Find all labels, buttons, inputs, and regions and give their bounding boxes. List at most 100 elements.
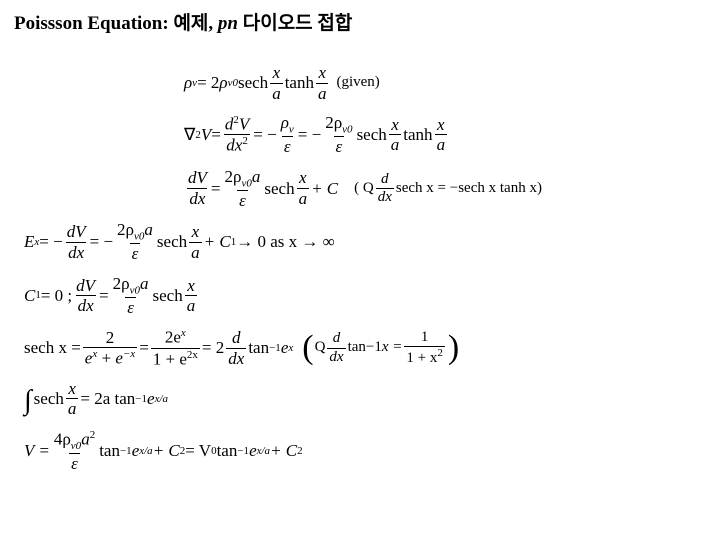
x-eq: x = — [382, 339, 403, 356]
den: ε — [69, 453, 80, 474]
num: d2V — [223, 114, 251, 134]
eq-line-3: dVdx = 2ρv0a ε sech xa + C ( Q ddx sech … — [14, 167, 706, 211]
two-rho: 2ρ — [224, 167, 241, 186]
eq-line-8: V = 4ρv0a2 ε tan−1 ex/a + C2 = V0 tan−1 … — [14, 429, 706, 473]
num: x — [185, 276, 197, 296]
frac-x-a-2: xa — [316, 63, 329, 103]
frac-x-a: xa — [389, 115, 402, 155]
den: dx — [66, 242, 86, 263]
eq-line-2: ∇2V = d2V dx2 = − ρv ε = − 2ρv0 ε sech x… — [14, 113, 706, 157]
rho: ρ — [184, 73, 192, 93]
plus-C: + C — [311, 179, 338, 199]
eq-text: = − — [90, 232, 113, 252]
plus-C2b: + C — [270, 441, 297, 461]
two-rho-sub: v0 — [342, 123, 352, 135]
2x: 2x — [187, 349, 198, 361]
den: a — [435, 134, 448, 155]
frac-1-1px2: 1 1 + x2 — [404, 329, 444, 368]
eq-text: = — [99, 286, 109, 306]
nabla: ∇ — [184, 125, 195, 145]
frac-x-a: xa — [270, 63, 283, 103]
eq-line-6: sech x = 2 ex + e−x = 2ex 1 + e2x = 2 dd… — [14, 327, 706, 368]
frac-2rho-eps: 2ρv0 ε — [323, 113, 354, 157]
e2: e — [115, 349, 123, 368]
num: d — [331, 330, 343, 347]
num: x — [190, 222, 202, 242]
num: x — [297, 168, 309, 188]
atan2: tan — [217, 441, 238, 461]
aside-sech: sech x = −sech x tanh x — [396, 180, 537, 197]
tanh: tanh — [285, 73, 314, 93]
num: 1 — [419, 329, 431, 346]
4rho: 4ρ — [54, 430, 71, 449]
num: 2ρv0 — [323, 113, 354, 136]
num: 2ex — [163, 327, 188, 347]
num: d — [379, 171, 391, 188]
rho: ρ — [281, 113, 289, 132]
eq-text: = 2a tan — [80, 389, 135, 409]
rho-sub: v — [289, 123, 294, 135]
tanh: tanh — [403, 125, 432, 145]
title-italic: pn — [218, 13, 238, 34]
V-eq: V = — [24, 441, 50, 461]
x: x — [181, 327, 186, 339]
atan-sup: −1 — [366, 339, 382, 356]
den: ex + e−x — [83, 347, 137, 368]
aside-open: ( Q — [354, 180, 374, 197]
frac-2rho-a-eps: 2ρv0a ε — [222, 167, 262, 211]
num: x — [66, 379, 78, 399]
den: a — [297, 188, 310, 209]
V: V — [201, 125, 211, 145]
frac-2rho-a-eps: 2ρv0a ε — [111, 274, 151, 318]
two-rho: 2ρ — [117, 220, 134, 239]
frac-x-a: xa — [66, 379, 79, 419]
den: a — [189, 242, 202, 263]
eq-text: = — [211, 125, 221, 145]
num: dV — [74, 276, 97, 296]
zero-text: = 0 ; — [41, 286, 72, 306]
den: a — [66, 398, 79, 419]
eq-text: = − — [253, 125, 276, 145]
den: 1 + x2 — [404, 346, 444, 367]
num: 2 — [104, 328, 117, 348]
ex2-sup: x/a — [257, 445, 270, 458]
den: a — [270, 83, 283, 104]
frac-dV-dx: dVdx — [186, 168, 209, 208]
frac-2rho-a-eps: 2ρv0a ε — [115, 220, 155, 264]
sech: sech — [357, 125, 387, 145]
ex-sup: x/a — [155, 393, 168, 406]
eq-V0: = V — [185, 441, 211, 461]
sech: sech — [157, 232, 187, 252]
num: x — [389, 115, 401, 135]
frac-2-exp: 2 ex + e−x — [83, 328, 137, 369]
sub: v0 — [241, 177, 251, 189]
page-title: Poissson Equation: 예제, pn 다이오드 접합 — [14, 8, 706, 35]
num: x — [316, 63, 328, 83]
frac-d2V-dx2: d2V dx2 — [223, 114, 251, 155]
atan: tan — [348, 339, 366, 356]
num: 4ρv0a2 — [52, 429, 97, 453]
den: ε — [125, 297, 136, 318]
atan: tan — [248, 338, 269, 358]
emx: −x — [123, 348, 135, 360]
eq-text: = 2 — [197, 73, 219, 93]
arrow-text: → 0 as x → ∞ — [236, 232, 335, 252]
atan: tan — [99, 441, 120, 461]
frac-x-a-2: xa — [435, 115, 448, 155]
ex2: e — [249, 441, 257, 461]
a2-sup: 2 — [90, 429, 96, 441]
2e: 2e — [165, 328, 181, 347]
den: dx — [187, 188, 207, 209]
C: C — [24, 286, 35, 306]
plus-C2: + C — [153, 441, 180, 461]
sechx: sech x = — [24, 338, 81, 358]
num: 2ρv0a — [222, 167, 262, 190]
eq-line-1: ρv = 2 ρv0 sech xa tanh xa (given) — [14, 63, 706, 103]
num: d — [230, 328, 243, 348]
E: E — [24, 232, 34, 252]
frac-2ex-1e2x: 2ex 1 + e2x — [151, 327, 200, 368]
frac-x-a: xa — [297, 168, 310, 208]
V2: V — [239, 115, 249, 134]
c2b: 2 — [297, 445, 303, 458]
eq-line-5: C1 = 0 ; dVdx = 2ρv0a ε sech xa — [14, 274, 706, 318]
